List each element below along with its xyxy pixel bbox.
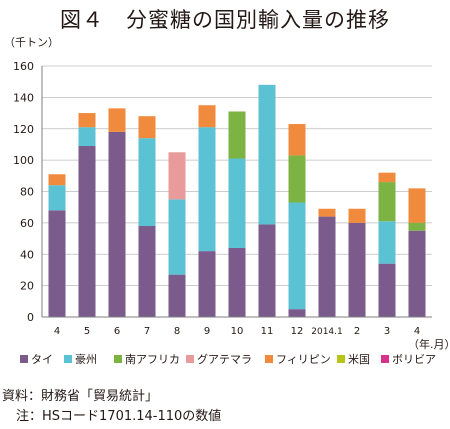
- bar-segment: [378, 263, 396, 317]
- x-tick-label: 11: [261, 326, 274, 337]
- legend-swatch: [64, 355, 72, 363]
- legend-label: ボリビア: [392, 353, 436, 366]
- source-note: 資料：財務省「貿易統計」: [2, 389, 159, 404]
- y-axis-label: （千トン）: [4, 36, 59, 49]
- x-tick-label: 4: [414, 326, 420, 337]
- bar-segment: [228, 158, 246, 248]
- bar-segment: [138, 226, 156, 317]
- bar-segment: [378, 221, 396, 264]
- bar-segment: [318, 216, 336, 317]
- legend-label: 南アフリカ: [125, 353, 180, 366]
- legend-swatch: [337, 355, 345, 363]
- bar-segment: [408, 222, 426, 231]
- bar-segment: [168, 274, 186, 317]
- x-tick-label: 3: [384, 326, 390, 337]
- y-tick-label: 0: [27, 311, 34, 324]
- legend-swatch: [114, 355, 122, 363]
- legend-swatch: [265, 355, 273, 363]
- bar-segment: [198, 127, 216, 252]
- y-tick-label: 160: [13, 60, 34, 73]
- x-tick-label: 10: [231, 326, 244, 337]
- bar-segment: [258, 224, 276, 317]
- x-tick-label: 4: [54, 326, 60, 337]
- bar-segment: [198, 251, 216, 317]
- page-title: 図４ 分蜜糖の国別輸入量の推移: [60, 8, 390, 32]
- y-tick-label: 140: [13, 91, 34, 104]
- y-tick-label: 80: [20, 186, 34, 199]
- bar-segment: [168, 199, 186, 275]
- bar-segment: [378, 182, 396, 222]
- bar-segment: [408, 188, 426, 223]
- x-tick-label: 6: [114, 326, 120, 337]
- legend-swatch: [20, 355, 28, 363]
- bar-segment: [48, 210, 66, 317]
- bar-segment: [378, 172, 396, 183]
- bar-segment: [288, 124, 306, 156]
- legend-label: フィリピン: [276, 353, 331, 366]
- x-tick-label: 8: [174, 326, 180, 337]
- legend-swatch: [186, 355, 194, 363]
- bar-segment: [48, 185, 66, 211]
- legend-label: 米国: [348, 353, 370, 366]
- legend-label: グアテマラ: [197, 352, 252, 366]
- legend-label: タイ: [31, 353, 53, 366]
- x-axis-label: （年.月）: [408, 337, 450, 351]
- x-tick-label: 5: [84, 326, 90, 337]
- bar-segment: [78, 127, 96, 147]
- x-tick-label: 2014.1: [311, 327, 343, 337]
- bar-segment: [78, 146, 96, 317]
- bar-segment: [408, 230, 426, 317]
- bar-segment: [108, 131, 126, 317]
- x-tick-label: 2: [354, 326, 360, 337]
- legend-label: 豪州: [75, 352, 97, 366]
- bar-segment: [198, 105, 216, 128]
- bar-segment: [228, 111, 246, 159]
- x-tick-label: 7: [144, 326, 150, 337]
- bar-segment: [348, 208, 366, 223]
- y-tick-label: 120: [13, 123, 34, 136]
- bar-segment: [108, 108, 126, 132]
- bar-segment: [168, 152, 186, 200]
- x-tick-label: 12: [291, 326, 304, 337]
- x-tick-label: 9: [204, 326, 210, 337]
- bar-segment: [288, 202, 306, 310]
- bar-segment: [288, 155, 306, 203]
- bar-segment: [258, 84, 276, 225]
- legend-swatch: [381, 355, 389, 363]
- bar-segment: [138, 116, 156, 139]
- y-tick-label: 60: [20, 217, 34, 230]
- bar-segment: [48, 174, 66, 186]
- y-tick-label: 100: [13, 154, 34, 167]
- bar-segment: [318, 208, 336, 217]
- y-tick-label: 40: [20, 248, 34, 261]
- bar-segment: [138, 138, 156, 227]
- bar-segment: [348, 222, 366, 317]
- bar-segment: [78, 113, 96, 128]
- bar-segment: [288, 309, 306, 317]
- footnote: 注：HSコード1701.14-110の数値: [16, 409, 222, 424]
- bar-segment: [228, 247, 246, 317]
- y-tick-label: 20: [20, 280, 34, 293]
